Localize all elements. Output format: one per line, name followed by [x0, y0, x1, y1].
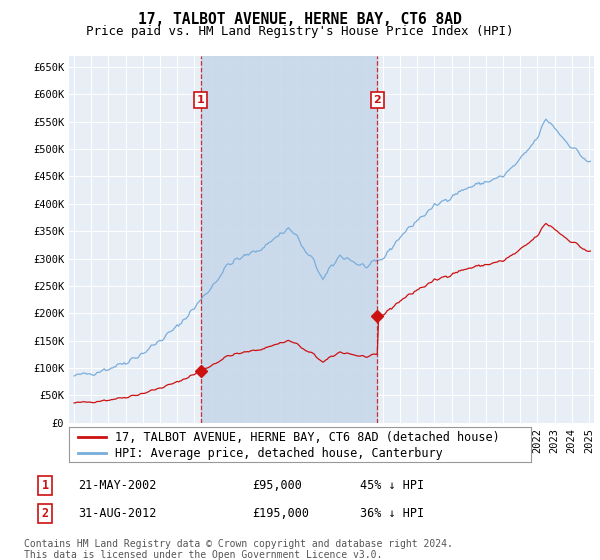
Text: 45% ↓ HPI: 45% ↓ HPI [360, 479, 424, 492]
Text: £95,000: £95,000 [252, 479, 302, 492]
Text: HPI: Average price, detached house, Canterbury: HPI: Average price, detached house, Cant… [115, 447, 443, 460]
Text: 31-AUG-2012: 31-AUG-2012 [78, 507, 157, 520]
Text: 36% ↓ HPI: 36% ↓ HPI [360, 507, 424, 520]
Text: 17, TALBOT AVENUE, HERNE BAY, CT6 8AD (detached house): 17, TALBOT AVENUE, HERNE BAY, CT6 8AD (d… [115, 431, 500, 444]
Text: 21-MAY-2002: 21-MAY-2002 [78, 479, 157, 492]
Text: 2: 2 [41, 507, 49, 520]
Bar [201, 56, 377, 423]
Text: 17, TALBOT AVENUE, HERNE BAY, CT6 8AD: 17, TALBOT AVENUE, HERNE BAY, CT6 8AD [138, 12, 462, 27]
Text: Contains HM Land Registry data © Crown copyright and database right 2024.
This d: Contains HM Land Registry data © Crown c… [24, 539, 453, 560]
Text: £195,000: £195,000 [252, 507, 309, 520]
Text: 1: 1 [197, 95, 205, 105]
Text: 2: 2 [373, 95, 381, 105]
Text: Price paid vs. HM Land Registry's House Price Index (HPI): Price paid vs. HM Land Registry's House … [86, 25, 514, 38]
Text: 1: 1 [41, 479, 49, 492]
